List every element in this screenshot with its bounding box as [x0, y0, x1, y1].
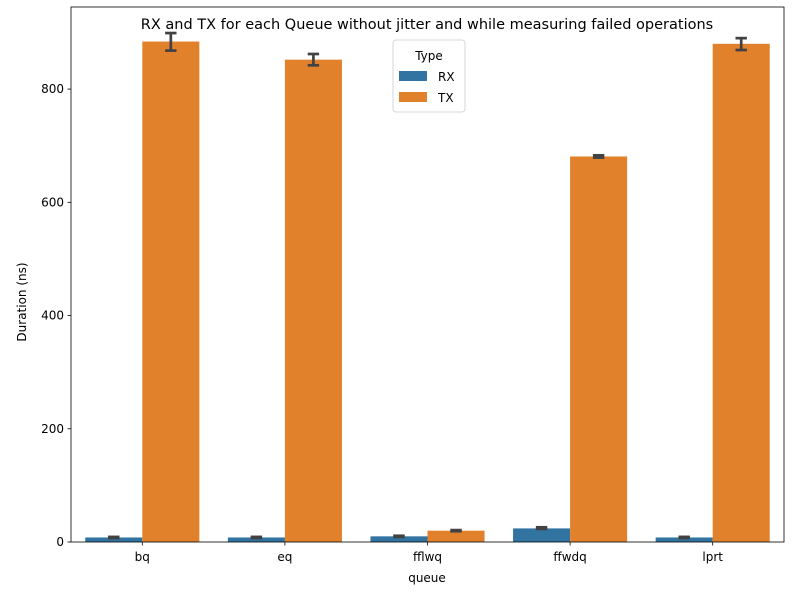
x-tick-label-lprt: lprt [702, 550, 723, 564]
x-tick-label-eq: eq [277, 550, 292, 564]
errorbars-group [108, 31, 747, 540]
legend-label-rx: RX [438, 70, 455, 84]
y-axis-label: Duration (ns) [15, 262, 29, 341]
y-tick-label: 0 [56, 535, 64, 549]
bar-tx-ffwdq [570, 156, 628, 542]
x-axis-label: queue [408, 571, 446, 585]
bar-tx-eq [284, 59, 342, 543]
y-tick-label: 400 [41, 309, 64, 323]
legend: Type RX TX [392, 39, 466, 113]
bar-rx-bq [85, 537, 143, 542]
bar-rx-fflwq [370, 536, 428, 542]
x-tick-label-bq: bq [135, 550, 150, 564]
chart-title: RX and TX for each Queue without jitter … [141, 17, 713, 33]
bar-tx-fflwq [427, 530, 485, 542]
x-tick-label-ffwdq: ffwdq [553, 550, 586, 564]
legend-swatch-tx [399, 92, 427, 102]
bar-tx-lprt [712, 43, 770, 542]
y-tick-label: 200 [41, 422, 64, 436]
legend-label-tx: TX [437, 91, 454, 105]
bar-rx-lprt [655, 537, 713, 542]
bar-rx-eq [227, 537, 285, 542]
y-tick-label: 800 [41, 82, 64, 96]
bar-tx-bq [142, 41, 200, 542]
bar-rx-ffwdq [513, 528, 571, 542]
y-tick-label: 600 [41, 195, 64, 209]
x-tick-label-fflwq: fflwq [413, 550, 442, 564]
legend-swatch-rx [399, 71, 427, 81]
legend-title: Type [414, 49, 443, 63]
axes-group: 0 200 400 600 800 bq eq fflwq ffwdq lprt [41, 6, 785, 564]
bars-group [85, 41, 770, 543]
